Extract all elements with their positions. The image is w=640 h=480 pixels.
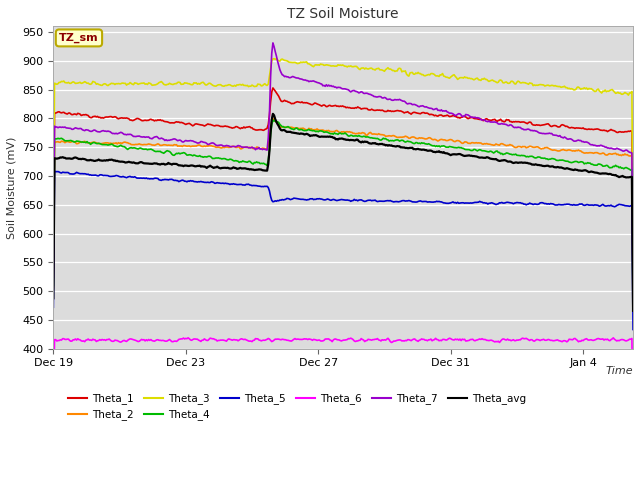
Theta_5	[330, 196, 337, 202]
Theta_6	[526, 337, 534, 343]
Theta_2	[526, 144, 534, 149]
Theta_3	[396, 65, 403, 71]
Theta_2	[330, 129, 337, 134]
Theta_7	[526, 127, 534, 132]
Theta_4	[616, 164, 624, 170]
Theta_3	[526, 80, 534, 86]
Theta_avg	[49, 295, 57, 301]
Theta_avg	[396, 144, 403, 149]
Theta_6	[330, 337, 337, 343]
Theta_6	[616, 337, 624, 343]
Theta_4	[629, 303, 637, 309]
Text: TZ_sm: TZ_sm	[59, 33, 99, 43]
Theta_4	[49, 283, 57, 288]
Theta_7	[616, 147, 624, 153]
Line: Theta_4: Theta_4	[53, 120, 633, 306]
Theta_1	[616, 129, 624, 134]
Theta_4	[364, 134, 372, 140]
Theta_4	[269, 117, 276, 123]
Theta_2	[364, 131, 372, 137]
Theta_6	[184, 335, 192, 341]
Theta_1	[326, 102, 333, 108]
Line: Theta_6: Theta_6	[53, 338, 633, 419]
Theta_7	[629, 292, 637, 298]
Theta_3	[330, 63, 337, 69]
Theta_2	[616, 152, 624, 158]
Theta_avg	[526, 161, 534, 167]
Line: Theta_2: Theta_2	[53, 119, 633, 296]
Theta_5	[364, 197, 372, 203]
Theta_2	[629, 293, 637, 299]
Theta_6	[364, 336, 372, 342]
Theta_7	[269, 40, 276, 46]
Theta_avg	[326, 133, 333, 139]
Theta_3	[629, 252, 637, 257]
Theta_2	[326, 129, 333, 134]
Theta_4	[396, 138, 403, 144]
Theta_5	[326, 197, 333, 203]
Line: Theta_1: Theta_1	[53, 88, 633, 280]
Theta_5	[526, 200, 534, 206]
Legend: Theta_1, Theta_2, Theta_3, Theta_4, Theta_5, Theta_6, Theta_7, Theta_avg: Theta_1, Theta_2, Theta_3, Theta_4, Thet…	[63, 389, 530, 425]
Theta_1	[269, 85, 276, 91]
Line: Theta_5: Theta_5	[53, 171, 633, 329]
Theta_2	[269, 116, 276, 121]
Theta_6	[49, 416, 57, 422]
Theta_5	[629, 326, 637, 332]
Theta_6	[396, 337, 403, 343]
Theta_5	[616, 202, 624, 207]
Text: Time: Time	[605, 366, 633, 376]
Title: TZ Soil Moisture: TZ Soil Moisture	[287, 7, 399, 21]
Theta_7	[396, 96, 403, 102]
Theta_2	[49, 285, 57, 290]
Theta_1	[330, 103, 337, 109]
Theta_avg	[629, 308, 637, 313]
Theta_5	[49, 304, 57, 310]
Line: Theta_avg: Theta_avg	[53, 114, 633, 311]
Theta_5	[52, 168, 60, 174]
Theta_6	[326, 337, 333, 343]
Theta_2	[396, 134, 403, 140]
Theta_6	[629, 415, 637, 421]
Theta_3	[273, 56, 280, 61]
Theta_4	[330, 132, 337, 137]
Theta_7	[364, 91, 372, 96]
Theta_avg	[330, 135, 337, 141]
Theta_1	[396, 108, 403, 114]
Theta_7	[326, 83, 333, 89]
Theta_5	[396, 199, 403, 204]
Theta_4	[326, 131, 333, 136]
Theta_3	[364, 66, 372, 72]
Theta_4	[526, 154, 534, 159]
Theta_7	[330, 83, 337, 89]
Theta_avg	[616, 174, 624, 180]
Theta_3	[326, 62, 333, 68]
Theta_1	[49, 265, 57, 271]
Line: Theta_7: Theta_7	[53, 43, 633, 295]
Theta_avg	[364, 140, 372, 145]
Theta_1	[364, 107, 372, 113]
Theta_3	[49, 245, 57, 251]
Theta_1	[526, 119, 534, 125]
Theta_3	[616, 90, 624, 96]
Theta_7	[49, 275, 57, 280]
Theta_avg	[269, 111, 276, 117]
Y-axis label: Soil Moisture (mV): Soil Moisture (mV)	[7, 136, 17, 239]
Line: Theta_3: Theta_3	[53, 59, 633, 254]
Theta_1	[629, 277, 637, 283]
